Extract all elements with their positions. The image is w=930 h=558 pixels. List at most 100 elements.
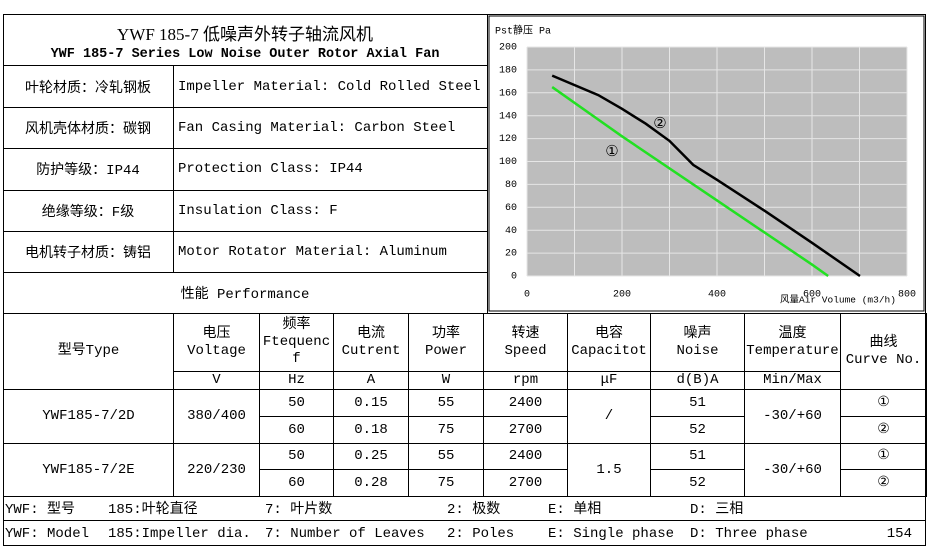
noise: 51 (650, 443, 745, 470)
temperature: -30/+60 (744, 389, 841, 444)
curve: ① (840, 443, 927, 470)
footer-en: 7: Number of Leaves (265, 525, 425, 542)
noise: 52 (650, 416, 745, 444)
column-header: 电压 Voltage (173, 313, 260, 372)
table-row: 60 0.18 75 2700 52 ② (4, 416, 927, 444)
column-unit: rpm (483, 371, 568, 390)
series-line (551, 74, 861, 278)
divider (3, 520, 926, 521)
voltage: 380/400 (173, 389, 260, 444)
footer-en: D: Three phase (690, 525, 808, 542)
x-tick-label: 600 (803, 290, 821, 301)
spec-zh: 风机壳体材质：碳钢 (25, 121, 151, 138)
x-tick-label: 400 (708, 290, 726, 301)
column-header: 功率 Power (408, 313, 484, 372)
y-tick-label: 180 (499, 66, 517, 77)
column-unit: A (333, 371, 409, 390)
y-tick-label: 140 (499, 111, 517, 122)
divider (3, 190, 487, 191)
column-unit: Min/Max (744, 371, 841, 390)
footer-en: 2: Poles (447, 525, 515, 542)
performance-label: 性能 Performance (180, 286, 310, 303)
chart-border (488, 15, 925, 312)
column-unit: W (408, 371, 484, 390)
current: 0.28 (333, 469, 409, 497)
divider (173, 66, 174, 107)
curve: ① (840, 389, 927, 417)
title: YWF 185-7 低噪声外转子轴流风机 (117, 24, 373, 44)
column-header: 频率 Ftequenc f (259, 313, 334, 372)
series-label: ② (653, 116, 666, 133)
page-number: 154 (886, 525, 912, 542)
divider (3, 148, 487, 149)
speed: 2700 (483, 469, 568, 497)
column-unit: d(B)A (650, 371, 745, 390)
curve: ② (840, 416, 927, 444)
column-unit: μF (567, 371, 651, 390)
table-row: 60 0.28 75 2700 52 ② (4, 469, 927, 497)
curve: ② (840, 469, 927, 497)
speed: 2400 (483, 443, 568, 470)
table-row: YWF185-7/2D 380/400 50 0.15 55 2400/51 -30/+60… (3, 389, 927, 444)
y-tick-label: 120 (499, 134, 517, 145)
table-row: YWF185-7/2E 220/230 50 0.25 55 2400 1.5 51 -30/+… (3, 443, 927, 497)
divider (173, 190, 174, 231)
capacitor: 1.5 (567, 443, 651, 497)
y-tick-label: 0 (511, 272, 517, 283)
footer-zh: E: 单相 (548, 501, 602, 518)
model-type: YWF185-7/2D (3, 389, 174, 444)
footer-zh: YWF: 型号 (5, 501, 76, 518)
temperature: -30/+60 (744, 443, 841, 497)
spec-en: Protection Class: IP44 (178, 161, 363, 177)
x-tick-label: 0 (524, 290, 530, 301)
speed: 2700 (483, 416, 568, 444)
footer-zh: D: 三相 (690, 501, 744, 518)
current: 0.15 (333, 389, 409, 417)
divider (3, 65, 487, 66)
series-label: ① (605, 144, 618, 161)
divider (173, 231, 174, 272)
power: 55 (408, 443, 484, 470)
spec-en: Impeller Material: Cold Rolled Steel (178, 78, 481, 95)
series-line (551, 86, 829, 278)
y-tick-label: 20 (505, 249, 517, 260)
chart: 0 20 40 60 80 100 120 140 160 180 200 0 200 400 600 800… (488, 15, 925, 312)
column-header: 电容 Capacitot (567, 313, 651, 372)
current: 0.18 (333, 416, 409, 444)
y-tick-label: 40 (505, 226, 517, 237)
spec-en: Insulation Class: F (178, 202, 338, 219)
power: 75 (408, 416, 484, 444)
frame (3, 14, 926, 546)
voltage: 220/230 (173, 443, 260, 497)
capacitor: / (567, 389, 651, 444)
frequency: 60 (259, 469, 334, 497)
footer-zh: 7: 叶片数 (265, 501, 333, 518)
spec-en: Motor Rotator Material: Aluminum (178, 243, 447, 260)
power: 75 (408, 469, 484, 497)
y-tick-label: 80 (505, 180, 517, 191)
spec-zh: 电机转子材质：铸铝 (25, 245, 151, 262)
noise: 51 (650, 389, 745, 417)
divider (3, 272, 487, 273)
y-axis-label: Pst静压 Pa (495, 24, 551, 38)
frequency: 60 (259, 416, 334, 444)
column-header: 温度 Temperature (744, 313, 841, 372)
frequency: 50 (259, 389, 334, 417)
column-header: 型号Type (3, 313, 174, 390)
model-type: YWF185-7/2E (3, 443, 174, 497)
column-header: 电流 Cutrent (333, 313, 409, 372)
x-axis-label: 风量Air Volume (m3/h) (780, 295, 896, 306)
divider (487, 14, 488, 313)
y-tick-label: 160 (499, 88, 517, 99)
column-header: 转速 Speed (483, 313, 568, 372)
footer-zh: 2: 极数 (447, 501, 501, 518)
column-header: 噪声 Noise (650, 313, 745, 372)
column-unit: V (173, 371, 260, 390)
divider (3, 231, 487, 232)
divider (173, 148, 174, 190)
y-tick-label: 60 (505, 203, 517, 214)
power: 55 (408, 389, 484, 417)
column-unit: Hz (259, 371, 334, 390)
